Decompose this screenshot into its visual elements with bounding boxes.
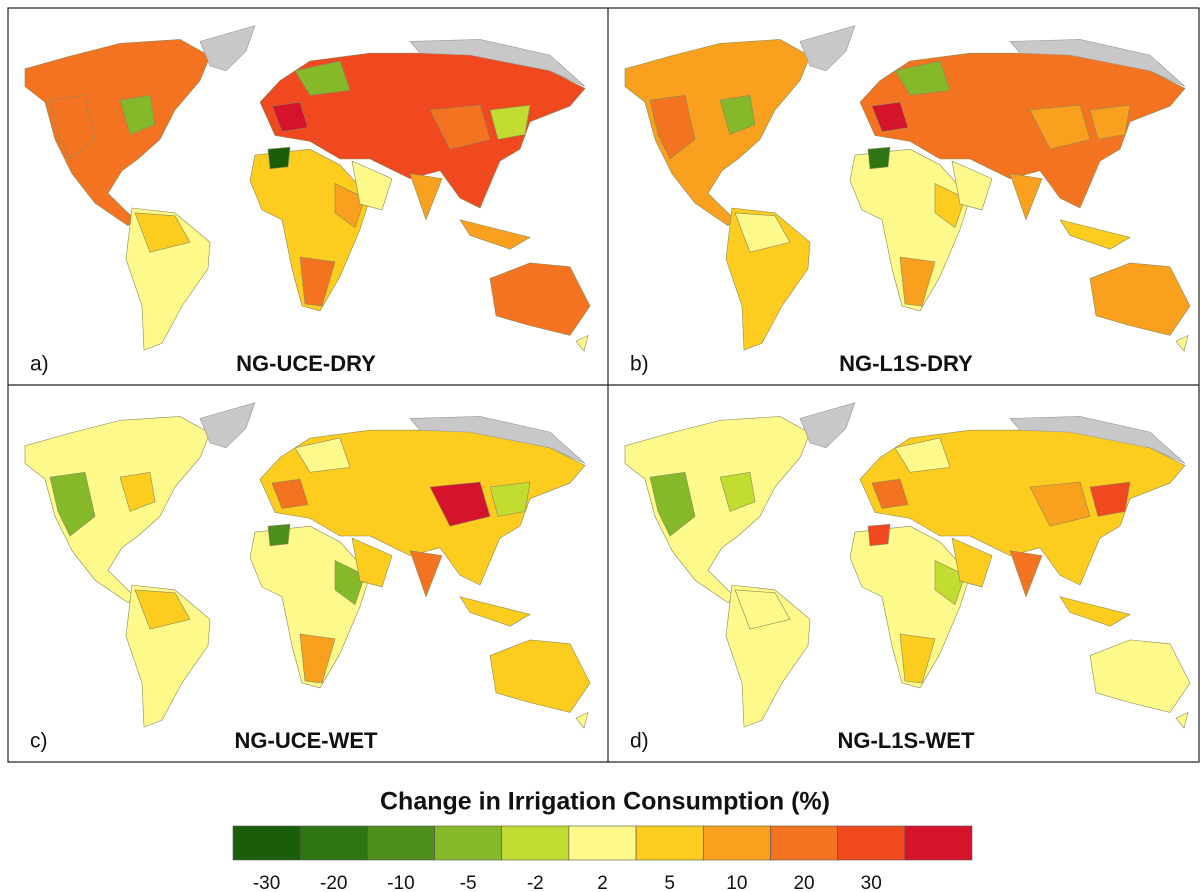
basin-region — [459, 219, 531, 250]
legend-tick-label: -30 — [253, 873, 280, 892]
map-panel: d) NG-L1S-WET — [624, 402, 1191, 753]
legend-swatch — [635, 825, 704, 861]
world-map — [24, 25, 591, 352]
basin-region — [1175, 334, 1189, 352]
panel-label: d) — [630, 730, 649, 753]
map-panel: b) NG-L1S-DRY — [624, 25, 1191, 376]
legend-tick-label: -20 — [320, 873, 347, 892]
basin-region — [624, 38, 811, 227]
panel-label: c) — [30, 730, 48, 753]
basin-region — [624, 415, 811, 604]
legend-tick-label: -2 — [527, 873, 544, 892]
legend-swatch — [568, 825, 637, 861]
panel-title: NG-UCE-WET — [235, 728, 379, 753]
panel-title: NG-L1S-DRY — [839, 351, 973, 376]
legend-swatch — [837, 825, 906, 861]
basin-region — [1089, 262, 1191, 336]
basin-region — [575, 711, 589, 729]
basin-region — [867, 146, 891, 170]
basin-region — [575, 334, 589, 352]
world-map — [24, 402, 591, 729]
basin-region — [24, 415, 211, 604]
legend-tick-label: 2 — [597, 873, 608, 892]
basin-region — [1059, 596, 1131, 627]
legend-tick-label: 5 — [664, 873, 675, 892]
legend-tick-label: -10 — [387, 873, 414, 892]
panel-label: a) — [30, 353, 49, 376]
basin-region — [267, 523, 291, 547]
legend-swatch — [232, 825, 301, 861]
basin-region — [489, 639, 591, 713]
basin-region — [24, 38, 211, 227]
basin-region — [459, 596, 531, 627]
map-panel: c) NG-UCE-WET — [24, 402, 591, 753]
legend-tick-label: 10 — [726, 873, 747, 892]
basin-region — [409, 173, 443, 221]
basin-region — [1009, 550, 1043, 598]
legend-swatch — [299, 825, 368, 861]
legend-swatch — [501, 825, 570, 861]
basin-region — [489, 262, 591, 336]
legend-tick-label: 30 — [861, 873, 882, 892]
legend-tick-label: 20 — [793, 873, 814, 892]
legend-swatch — [770, 825, 838, 861]
panel-title: NG-UCE-DRY — [236, 351, 376, 376]
panel-title: NG-L1S-WET — [838, 728, 975, 753]
legend: Change in Irrigation Consumption (%) -30… — [232, 788, 973, 892]
legend-swatch — [702, 825, 771, 861]
world-map — [624, 25, 1191, 352]
legend-swatch — [904, 825, 973, 861]
basin-region — [1009, 173, 1043, 221]
maps: a) NG-UCE-DRY b) NG-L1S-DRY c) NG-UCE-WET d) NG… — [24, 25, 1191, 753]
legend-swatch — [434, 825, 503, 861]
basin-region — [1089, 639, 1191, 713]
basin-region — [867, 523, 891, 547]
panel-label: b) — [630, 353, 649, 376]
legend-title: Change in Irrigation Consumption (%) — [380, 788, 830, 816]
legend-swatch — [367, 825, 435, 861]
basin-region — [409, 550, 443, 598]
map-panel: a) NG-UCE-DRY — [24, 25, 591, 376]
legend-tick-label: -5 — [460, 873, 477, 892]
basin-region — [1175, 711, 1189, 729]
basin-region — [1059, 219, 1131, 250]
basin-region — [267, 146, 291, 170]
world-map — [624, 402, 1191, 729]
